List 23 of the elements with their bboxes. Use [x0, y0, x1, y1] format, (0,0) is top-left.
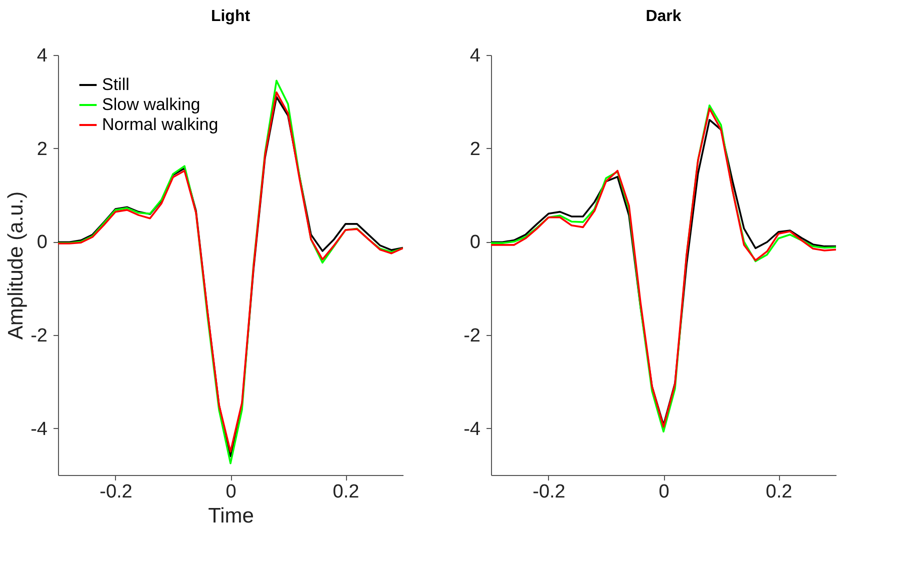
y-tick-label: 2: [470, 138, 480, 160]
legend-label: Slow walking: [102, 95, 200, 114]
y-tick-label: -4: [30, 418, 48, 440]
chart-title: Light: [210, 8, 251, 25]
y-tick-label: 0: [36, 232, 48, 254]
x-tick-label: 0: [658, 482, 670, 502]
x-tick-label: 0.2: [766, 482, 792, 502]
y-axis-title: Amplitude (a.u.): [4, 191, 28, 340]
legend-label: Normal walking: [102, 115, 218, 134]
chart-title: Dark: [646, 8, 682, 25]
x-tick-label: 0: [226, 482, 236, 502]
y-tick-label: 4: [36, 46, 48, 66]
y-tick-label: -4: [464, 418, 481, 440]
y-tick-label: -2: [30, 326, 48, 346]
y-tick-label: 2: [36, 138, 48, 160]
x-tick-label: 0.2: [332, 482, 360, 502]
x-tick-label: -0.2: [100, 482, 132, 502]
legend-label: Still: [102, 75, 130, 94]
x-tick-label: -0.2: [532, 482, 566, 502]
y-tick-label: -2: [464, 326, 480, 346]
y-tick-label: 0: [470, 232, 480, 254]
x-axis-title: Time: [208, 504, 254, 528]
y-tick-label: 4: [470, 46, 481, 66]
